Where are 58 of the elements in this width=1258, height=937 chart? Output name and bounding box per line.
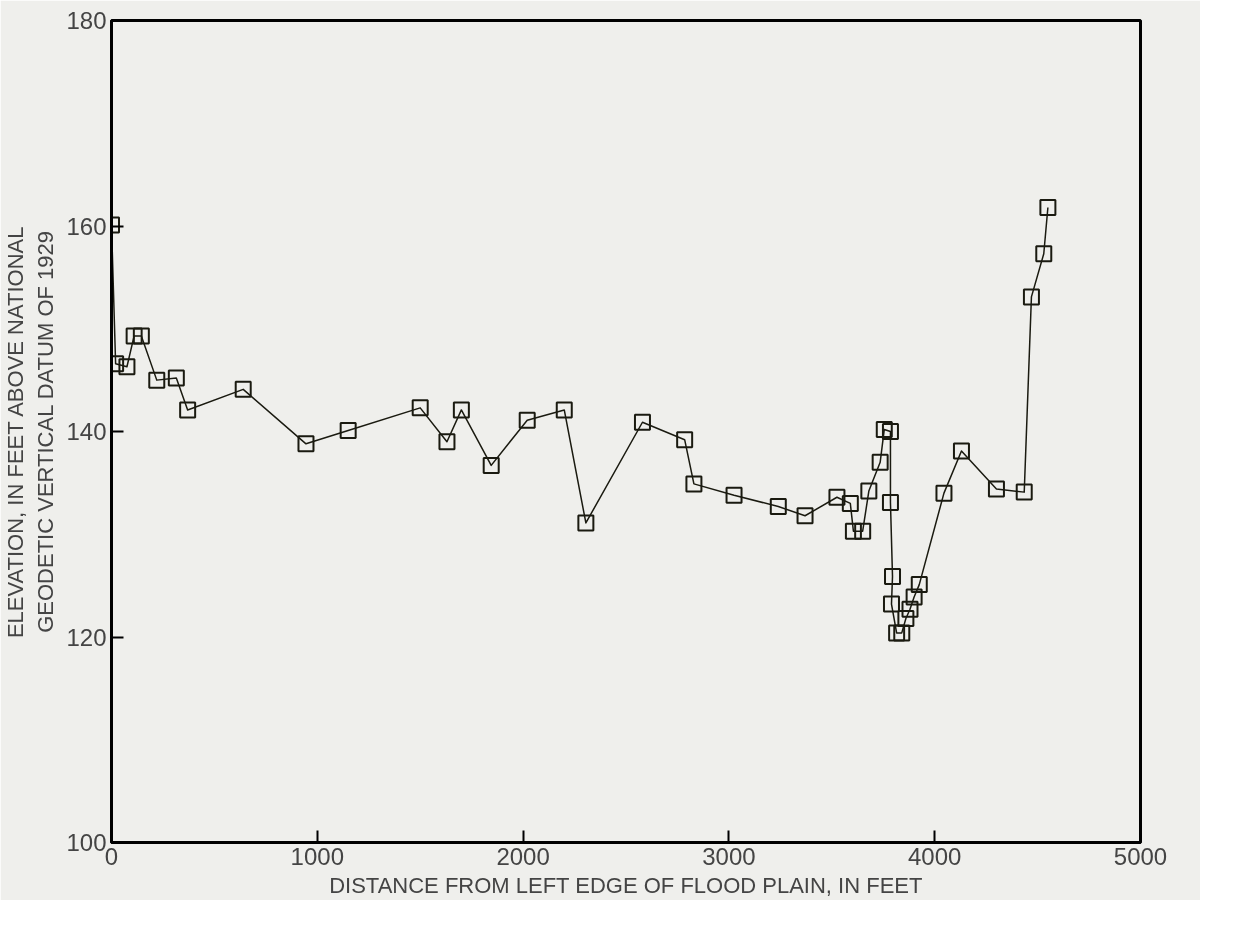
y-axis-title: ELEVATION, IN FEET ABOVE NATIONAL GEODETIC VERTICAL DATUM OF 1929 [3, 226, 59, 639]
point [234, 380, 252, 398]
point [1035, 245, 1053, 263]
point [987, 480, 1005, 498]
point [884, 567, 902, 585]
point [339, 421, 357, 439]
point [179, 401, 197, 419]
point [952, 442, 970, 460]
point [1039, 199, 1057, 217]
x-tick-label: 5000 [1113, 842, 1168, 870]
y-tick-label: 120 [66, 623, 107, 651]
point [633, 413, 651, 431]
point [841, 494, 859, 512]
point [796, 507, 814, 525]
x-tick-label: 1000 [290, 842, 344, 870]
point [1022, 288, 1040, 306]
point [769, 498, 787, 516]
point [935, 484, 953, 502]
y-tick-label: 160 [66, 212, 107, 240]
point [882, 595, 900, 613]
point [828, 488, 846, 506]
point [452, 401, 470, 419]
point [518, 411, 536, 429]
point [411, 399, 429, 417]
point [910, 576, 928, 594]
point [1015, 483, 1033, 501]
point [888, 624, 906, 642]
point [897, 610, 915, 628]
point [577, 514, 595, 532]
point [297, 435, 315, 453]
point [875, 420, 893, 438]
point [893, 624, 911, 642]
point [118, 358, 136, 376]
point [905, 588, 923, 606]
y-tick-label: 180 [66, 7, 107, 34]
point [482, 456, 500, 474]
x-axis-title: DISTANCE FROM LEFT EDGE OF FLOOD PLAIN, IN FEET [329, 872, 923, 898]
y-tick-label: 100 [66, 829, 107, 856]
point [132, 327, 150, 345]
x-tick-label: 3000 [702, 842, 756, 870]
point [148, 371, 166, 389]
point [555, 401, 573, 419]
point [844, 522, 862, 540]
point [685, 475, 703, 493]
point [167, 369, 185, 387]
point [725, 486, 743, 504]
point [438, 433, 456, 451]
point [125, 327, 143, 345]
point [871, 453, 889, 471]
point [676, 431, 694, 449]
x-tick-label: 4000 [908, 842, 962, 870]
point [881, 423, 899, 440]
point [881, 493, 899, 511]
y-tick-label: 140 [66, 418, 107, 445]
point [860, 482, 878, 500]
point [854, 522, 872, 540]
x-tick-label: 2000 [496, 842, 550, 870]
point [901, 600, 919, 618]
